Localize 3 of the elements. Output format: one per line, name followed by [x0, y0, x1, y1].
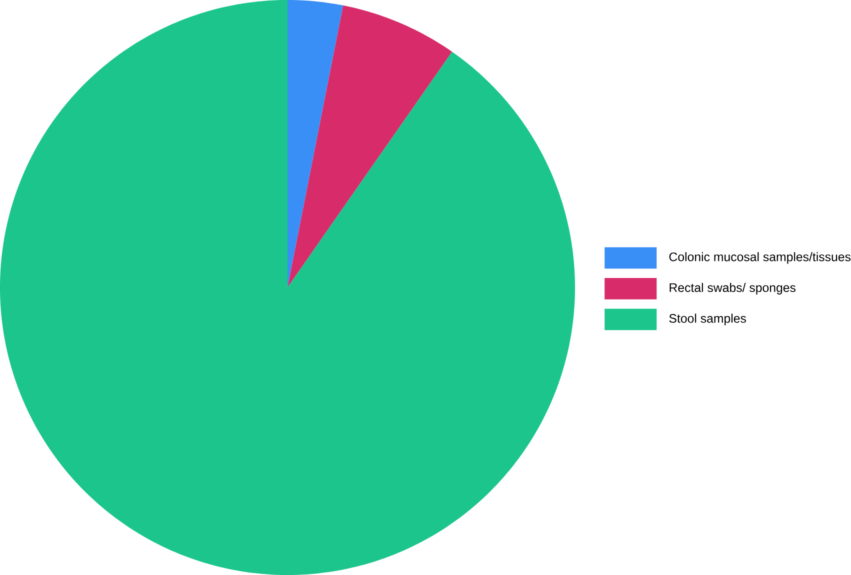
- legend-label: Stool samples: [669, 314, 746, 326]
- legend-label: Colonic mucosal samples/tissues: [669, 252, 851, 264]
- legend-label: Rectal swabs/ sponges: [670, 282, 796, 294]
